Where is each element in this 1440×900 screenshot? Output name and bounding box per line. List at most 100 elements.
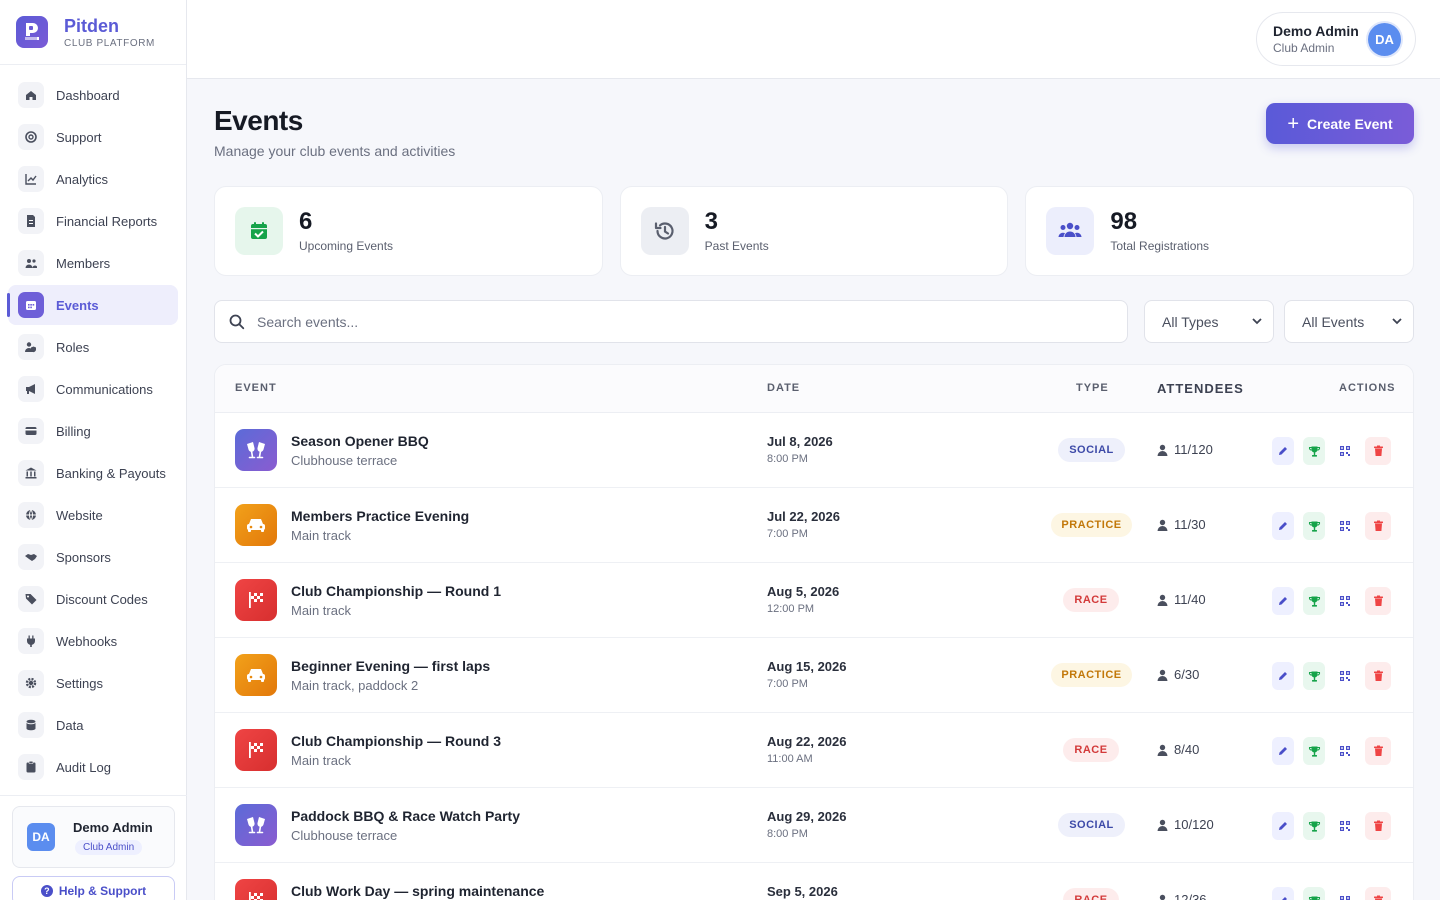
sidebar-footer: DA Demo Admin Club Admin ? Help & Suppor… [0, 795, 187, 900]
sidebar-item-roles[interactable]: Roles [8, 327, 178, 367]
sidebar-item-discount-codes[interactable]: Discount Codes [8, 579, 178, 619]
sidebar-item-analytics[interactable]: Analytics [8, 159, 178, 199]
table-row[interactable]: Club Work Day — spring maintenance Sep 5,… [215, 863, 1413, 900]
sidebar-item-dashboard[interactable]: Dashboard [8, 75, 178, 115]
events-table: EVENT DATE TYPE ATTENDEES ACTIONS Season… [214, 364, 1414, 900]
column-header-attendees[interactable]: ATTENDEES [1157, 381, 1244, 396]
column-header-date[interactable]: DATE [767, 382, 801, 394]
edit-button[interactable] [1272, 587, 1294, 615]
status-filter-select[interactable]: All Events [1284, 300, 1414, 343]
pencil-icon [1279, 447, 1287, 455]
calendar-icon [18, 292, 44, 318]
table-row[interactable]: Season Opener BBQ Clubhouse terrace Jul 8,… [215, 413, 1413, 488]
edit-button[interactable] [1272, 512, 1294, 540]
sidebar-item-banking-payouts[interactable]: Banking & Payouts [8, 453, 178, 493]
sidebar-item-support[interactable]: Support [8, 117, 178, 157]
table-row[interactable]: Club Championship — Round 1 Main track Aug… [215, 563, 1413, 638]
sidebar-item-billing[interactable]: Billing [8, 411, 178, 451]
table-row[interactable]: Paddock BBQ & Race Watch Party Clubhouse … [215, 788, 1413, 863]
edit-button[interactable] [1272, 737, 1294, 765]
create-event-button[interactable]: + Create Event [1266, 103, 1414, 144]
sidebar-item-webhooks[interactable]: Webhooks [8, 621, 178, 661]
event-name[interactable]: Season Opener BBQ [291, 433, 429, 449]
edit-button[interactable] [1272, 437, 1294, 465]
role-badge: Club Admin [75, 839, 143, 855]
sidebar-item-label: Events [56, 297, 99, 313]
qr-code-button[interactable] [1334, 737, 1356, 765]
qr-code-button[interactable] [1334, 887, 1356, 900]
results-button[interactable] [1303, 887, 1325, 900]
results-button[interactable] [1303, 587, 1325, 615]
search-box[interactable] [214, 300, 1128, 343]
user-menu[interactable]: Demo Admin Club Admin DA [1256, 12, 1416, 66]
user-icon [1159, 894, 1166, 900]
trash-icon [1373, 520, 1383, 531]
table-row[interactable]: Club Championship — Round 3 Main track Aug… [215, 713, 1413, 788]
table-row[interactable]: Beginner Evening — first laps Main track,… [215, 638, 1413, 713]
event-name[interactable]: Club Championship — Round 3 [291, 733, 501, 749]
delete-button[interactable] [1365, 662, 1391, 690]
type-filter-value: All Types [1162, 313, 1219, 330]
qr-code-button[interactable] [1334, 812, 1356, 840]
edit-button[interactable] [1272, 662, 1294, 690]
sidebar-item-data[interactable]: Data [8, 705, 178, 745]
pencil-icon [1279, 747, 1287, 755]
trophy-icon [1308, 746, 1320, 757]
column-header-event[interactable]: EVENT [235, 382, 277, 394]
results-button[interactable] [1303, 437, 1325, 465]
user-icon [1157, 819, 1168, 831]
event-name[interactable]: Paddock BBQ & Race Watch Party [291, 808, 520, 824]
qr-code-button[interactable] [1334, 437, 1356, 465]
event-name[interactable]: Beginner Evening — first laps [291, 658, 491, 674]
sidebar-item-events[interactable]: Events [7, 285, 178, 325]
sidebar-item-settings[interactable]: Settings [8, 663, 178, 703]
qr-code-icon [1340, 596, 1350, 606]
sidebar-item-members[interactable]: Members [8, 243, 178, 283]
qr-code-button[interactable] [1334, 662, 1356, 690]
delete-button[interactable] [1365, 512, 1391, 540]
stat-card: 6 Upcoming Events [214, 186, 603, 276]
filters: All Types All Events [214, 300, 1414, 343]
qr-code-icon [1340, 521, 1350, 531]
event-location: Clubhouse terrace [291, 828, 398, 843]
sidebar-item-website[interactable]: Website [8, 495, 178, 535]
event-location: Main track [291, 528, 351, 543]
delete-button[interactable] [1365, 437, 1391, 465]
attendee-count: 6/30 [1157, 667, 1199, 682]
row-actions [1272, 512, 1391, 540]
results-button[interactable] [1303, 512, 1325, 540]
event-date: Aug 15, 2026 [767, 659, 847, 674]
sidebar-item-label: Communications [56, 381, 153, 397]
event-name[interactable]: Members Practice Evening [291, 508, 470, 524]
event-name[interactable]: Club Work Day — spring maintenance [291, 883, 545, 899]
sidebar-item-audit-log[interactable]: Audit Log [8, 747, 178, 787]
edit-button[interactable] [1272, 887, 1294, 900]
edit-button[interactable] [1272, 812, 1294, 840]
bank-icon [18, 460, 44, 486]
users-icon [1046, 207, 1095, 255]
search-input[interactable] [257, 313, 1057, 330]
help-support-button[interactable]: ? Help & Support [12, 876, 175, 900]
delete-button[interactable] [1365, 737, 1391, 765]
delete-button[interactable] [1365, 587, 1391, 615]
results-button[interactable] [1303, 812, 1325, 840]
sidebar-item-sponsors[interactable]: Sponsors [8, 537, 178, 577]
type-filter-select[interactable]: All Types [1144, 300, 1274, 343]
event-name[interactable]: Club Championship — Round 1 [291, 583, 501, 599]
sidebar-item-financial-reports[interactable]: Financial Reports [8, 201, 178, 241]
column-header-type[interactable]: TYPE [1076, 382, 1109, 394]
qr-code-button[interactable] [1334, 512, 1356, 540]
lifebuoy-icon [18, 124, 44, 150]
sidebar-item-communications[interactable]: Communications [8, 369, 178, 409]
results-button[interactable] [1303, 737, 1325, 765]
checkered-flag-icon [235, 579, 277, 621]
event-time: 12:00 PM [767, 603, 815, 615]
delete-button[interactable] [1365, 812, 1391, 840]
delete-button[interactable] [1365, 887, 1391, 900]
qr-code-button[interactable] [1334, 587, 1356, 615]
results-button[interactable] [1303, 662, 1325, 690]
table-row[interactable]: Members Practice Evening Main track Jul 22… [215, 488, 1413, 563]
brand[interactable]: Pitden CLUB PLATFORM [0, 0, 186, 65]
attendee-count-value: 6/30 [1174, 667, 1200, 682]
sidebar-user-card[interactable]: DA Demo Admin Club Admin [12, 806, 175, 868]
